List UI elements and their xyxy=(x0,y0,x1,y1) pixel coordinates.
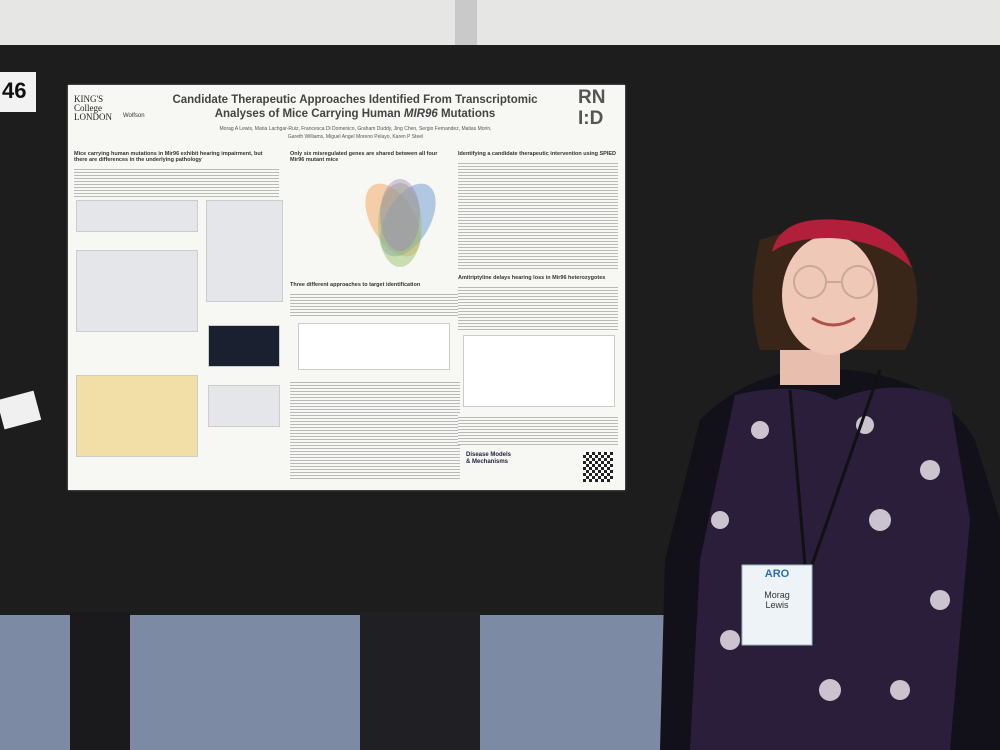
logo-text: I:D xyxy=(578,108,604,129)
rnid-logo: RN I:D xyxy=(578,87,605,129)
glasses xyxy=(793,265,875,299)
logo-text: KING'S xyxy=(74,94,104,104)
lanyard xyxy=(810,369,882,566)
logo-text: College xyxy=(74,103,102,113)
badge-text: ARO Morag Lewis xyxy=(746,568,808,610)
journal-logo: Disease Models & Mechanisms xyxy=(466,452,511,466)
qr-code xyxy=(583,452,613,482)
section-heading: Amitriptyline delays hearing loss in Mir… xyxy=(458,275,606,281)
figure xyxy=(298,323,450,370)
face xyxy=(782,235,878,355)
author-line: Gareth Williams, Miguel Angel Moreno Pel… xyxy=(287,134,424,140)
section-heading: Three different approaches to target ide… xyxy=(290,282,421,288)
body-text xyxy=(458,415,618,445)
figure xyxy=(463,335,615,407)
table xyxy=(76,375,198,457)
title-line: Candidate Therapeutic Approaches Identif… xyxy=(172,94,538,106)
poster: KING'S College LONDON Wolfson Candidate … xyxy=(68,85,625,490)
logo-text: & Mechanisms xyxy=(466,459,509,465)
section-heading: Only six misregulated genes are shared b… xyxy=(290,151,438,163)
lanyard xyxy=(788,389,807,566)
wall xyxy=(0,0,1000,45)
dress-pattern xyxy=(711,416,950,701)
cup xyxy=(0,390,42,430)
logo-text: LONDON xyxy=(74,112,112,122)
title-text: MIR96 xyxy=(403,108,438,120)
badge-event: ARO xyxy=(764,568,790,580)
badge-name: Morag Lewis xyxy=(746,590,808,610)
figure xyxy=(208,325,280,367)
wolfson-logo: Wolfson xyxy=(123,113,145,119)
section-heading: Mice carrying human mutations in Mir96 e… xyxy=(74,151,263,163)
dress xyxy=(690,387,970,750)
logo-text: Disease Models xyxy=(466,452,512,458)
name-line: Lewis xyxy=(765,600,789,610)
figure xyxy=(206,200,283,302)
body-text xyxy=(74,167,279,197)
name-line: Morag xyxy=(764,590,790,600)
body-text xyxy=(458,161,618,271)
logo-text: RN xyxy=(578,87,606,108)
figure xyxy=(76,250,198,332)
board-number: 46 xyxy=(2,78,27,103)
badge xyxy=(741,564,813,646)
poster-authors: Morag A Lewis, Maria Lachgar-Ruiz, Franc… xyxy=(178,125,533,141)
board-number-card xyxy=(0,72,36,112)
body-text xyxy=(458,285,618,330)
author-line: Morag A Lewis, Maria Lachgar-Ruiz, Franc… xyxy=(219,126,492,132)
pillar xyxy=(455,0,477,45)
title-text: Analyses of Mice Carrying Human xyxy=(214,108,404,120)
smile xyxy=(811,316,856,327)
title-text: Mutations xyxy=(437,108,496,120)
legs xyxy=(360,612,480,750)
poster-title: Candidate Therapeutic Approaches Identif… xyxy=(160,93,550,121)
hat xyxy=(772,219,912,268)
legs xyxy=(70,612,130,750)
figure xyxy=(76,200,198,232)
body-text xyxy=(290,380,460,480)
body-text xyxy=(290,292,460,316)
venn-diagram xyxy=(365,179,436,267)
kings-logo: KING'S College LONDON xyxy=(74,95,112,122)
section-heading: Identifying a candidate therapeutic inte… xyxy=(458,151,616,157)
title-line: Analyses of Mice Carrying Human MIR96 Mu… xyxy=(160,107,550,121)
figure xyxy=(208,385,280,427)
